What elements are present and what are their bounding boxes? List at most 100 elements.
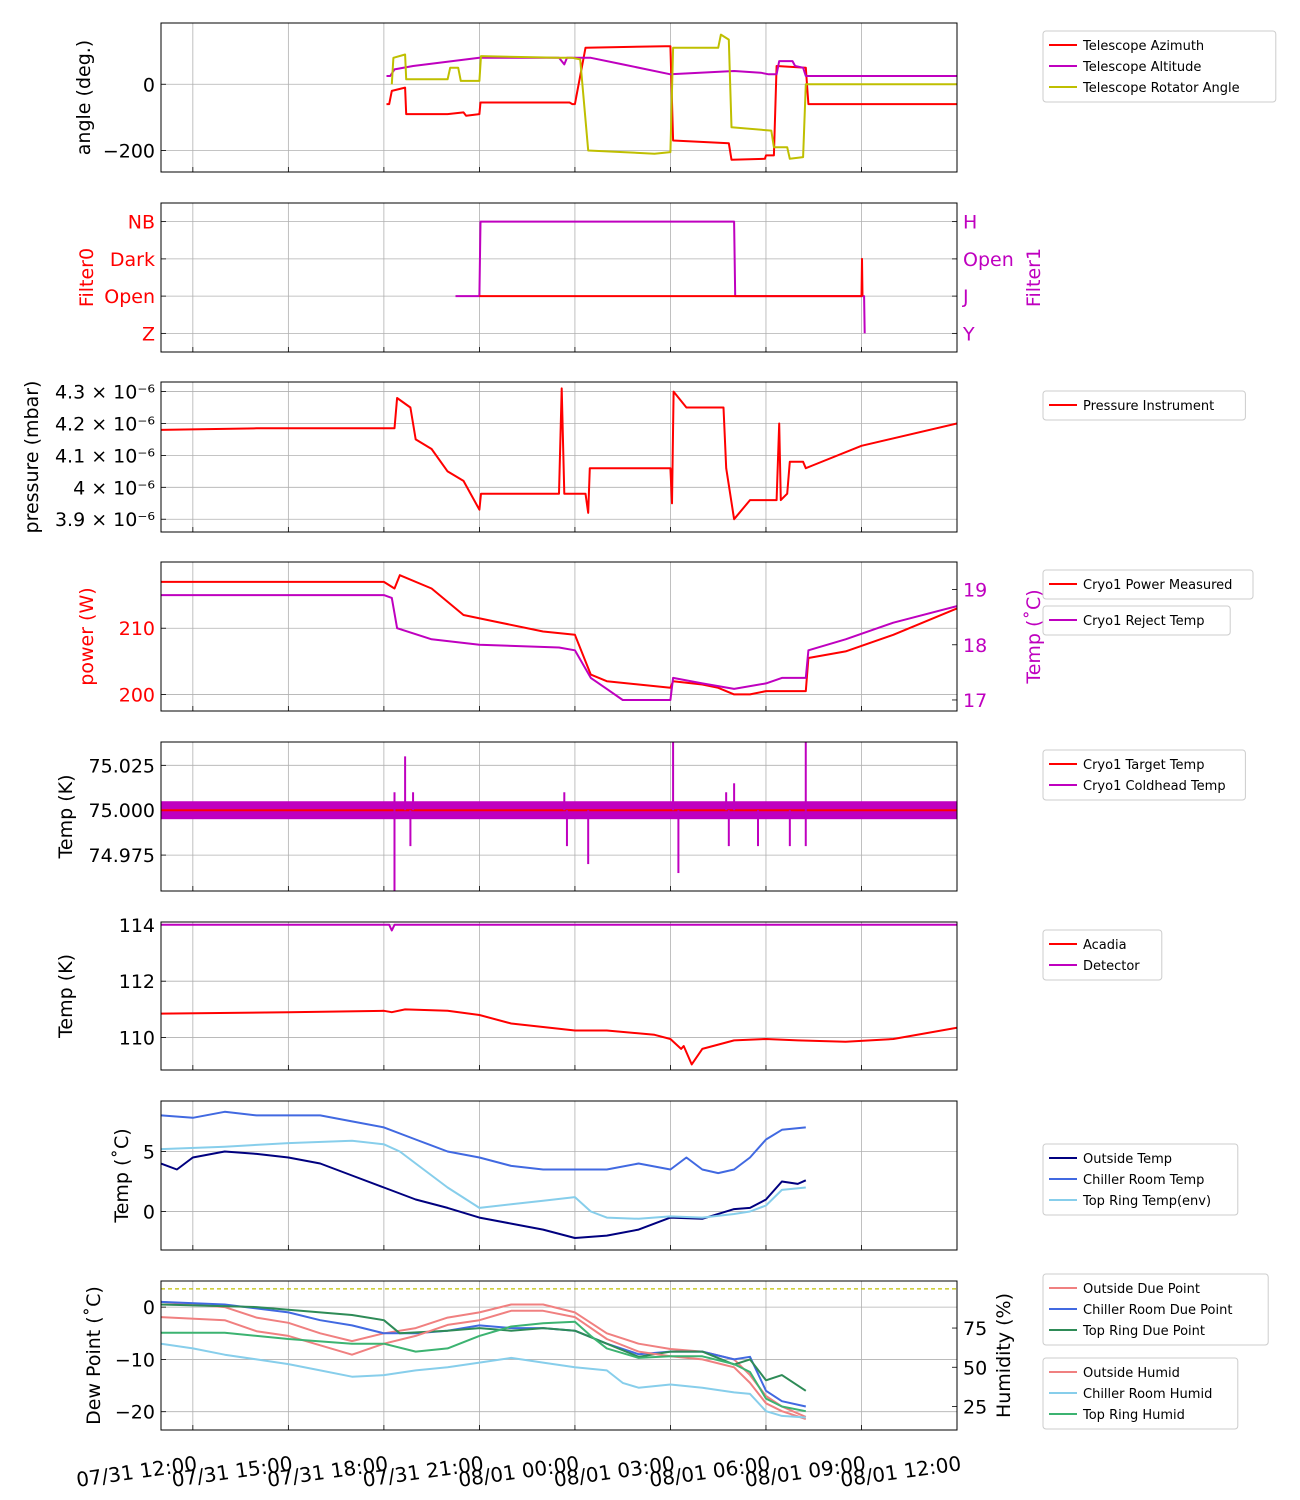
panel-cryo_power: 210 200 19 18 17 power (W) Temp (˚C) [76,561,1045,712]
series-line [386,56,957,77]
series-line [390,33,957,160]
y-axis-label: pressure (mbar) [21,381,43,534]
panel-frame [160,561,958,712]
y-tick-label: 0 [143,1297,155,1319]
legend-label: Top Ring Due Point [1082,1324,1205,1339]
y-tick-label: 110 [119,1028,155,1050]
legend-pressure: Pressure Instrument [1042,390,1246,421]
legend-cryo-reject: Cryo1 Reject Temp [1042,605,1231,636]
y-axis-label-right: Filter1 [1023,248,1045,307]
series-line [161,1008,957,1066]
legend-acadia: Acadia Detector [1042,929,1163,981]
plot-area [161,1288,957,1420]
series-line [161,1309,807,1420]
series-line [161,594,957,701]
y-tick-label: 114 [119,915,155,937]
y-tick-label-right: Open [963,249,1014,271]
plot-area [161,742,957,891]
plot-area [161,1110,807,1239]
y-axis-label: angle (deg.) [73,40,95,155]
panel-frame [160,381,958,533]
legend-label: Chiller Room Temp [1083,1173,1204,1188]
y-tick-label-right: J [962,286,969,308]
legend-label: Top Ring Humid [1082,1408,1185,1423]
legend-label: Chiller Room Humid [1083,1387,1212,1402]
legend-frame [1042,605,1231,636]
y-axis-label: power (W) [76,587,98,685]
panel-frame [160,22,958,173]
y-axis-label: Filter0 [76,248,98,307]
y-tick-label: 112 [119,971,155,993]
y-axis-label-right: Temp (˚C) [1023,589,1045,684]
panel-acadia: 114 112 110 Temp (K) [55,915,958,1071]
legend-label: Cryo1 Coldhead Temp [1083,779,1226,794]
y-axis-label: Temp (˚C) [111,1128,133,1223]
series-line [161,1110,806,1175]
y-tick-label-right: 75 [963,1318,987,1340]
plot-area [161,574,957,701]
y-axis-label: Temp (K) [55,954,77,1039]
legend-label: Top Ring Temp(env) [1082,1194,1211,1209]
y-tick-label: Dark [110,249,155,271]
y-tick-label: 75.000 [89,800,155,822]
y-tick-label: 4.1 × 10⁻⁶ [55,445,155,467]
y-tick-label: 75.025 [89,755,155,777]
panel-frame [160,1280,958,1431]
legend-label: Telescope Azimuth [1082,39,1204,54]
y-axis-label-right: Humidity (%) [993,1293,1015,1418]
legend-label: Outside Due Point [1083,1282,1200,1297]
legend-angles: Telescope Azimuth Telescope Altitude Teles… [1042,30,1277,103]
y-tick-label: Z [142,323,155,345]
legend-label: Cryo1 Reject Temp [1083,614,1205,629]
plot-area [161,923,957,1066]
legend-frame [1042,929,1163,981]
legend-frame [1042,749,1246,801]
legend-frame [1042,1273,1269,1346]
y-tick-label: 3.9 × 10⁻⁶ [55,509,155,531]
panel-frame [160,1100,958,1251]
y-tick-label: 74.975 [89,845,155,867]
series-line [161,1342,806,1419]
y-tick-label-right: 25 [963,1396,987,1418]
legend-label: Telescope Rotator Angle [1082,81,1240,96]
y-tick-label: −200 [103,140,155,162]
panel-pressure: 4.3 × 10⁻⁶ 4.2 × 10⁻⁶ 4.1 × 10⁻⁶ 4 × 10⁻⁶ 3.… [21,381,958,534]
series-line [161,574,957,696]
plot-area [161,387,957,521]
legend-frame [1042,1357,1239,1430]
y-tick-label: 200 [119,684,155,706]
series-line [479,257,864,298]
legend-env_temp: Outside Temp Chiller Room Temp Top Ring Te… [1042,1143,1239,1216]
y-tick-label: 0 [143,1202,155,1224]
panel-env_temp: 5 0 Temp (˚C) [111,1100,958,1251]
y-tick-label-right: H [963,212,977,234]
legend-dew: Outside Due Point Chiller Room Due Point T… [1042,1273,1269,1346]
series-line [455,220,866,334]
y-axis-label: Temp (K) [55,775,77,860]
legend-label: Chiller Room Due Point [1083,1303,1232,1318]
series-line [161,1139,806,1220]
legend-label: Outside Humid [1083,1366,1180,1381]
y-tick-label: −20 [115,1402,155,1424]
y-tick-label: 210 [119,618,155,640]
plot-area [455,220,866,334]
legend-cryo-power: Cryo1 Power Measured [1042,569,1254,600]
y-axis-label: Dew Point (˚C) [83,1286,105,1425]
panel-filters: NB Dark Open Z H Open JY Filter0 Filter1 [76,202,1045,353]
y-tick-label-right: Y [962,323,975,345]
y-tick-label: 0 [143,74,155,96]
series-line [161,1303,807,1392]
legend-label: Cryo1 Power Measured [1083,578,1232,593]
legend-frame [1042,569,1254,600]
y-tick-label-right: 18 [963,635,987,657]
legend-frame [1042,30,1277,103]
plot-area [386,33,957,161]
legend-cryo_temp: Cryo1 Target Temp Cryo1 Coldhead Temp [1042,749,1246,801]
series-line [386,45,957,161]
legend-label: Detector [1083,959,1140,974]
y-tick-label: 4 × 10⁻⁶ [73,477,155,499]
legend-dew-humid: Outside Humid Chiller Room Humid Top Ring … [1042,1357,1239,1430]
y-tick-label: −10 [115,1349,155,1371]
y-tick-label-right: 50 [963,1357,987,1379]
